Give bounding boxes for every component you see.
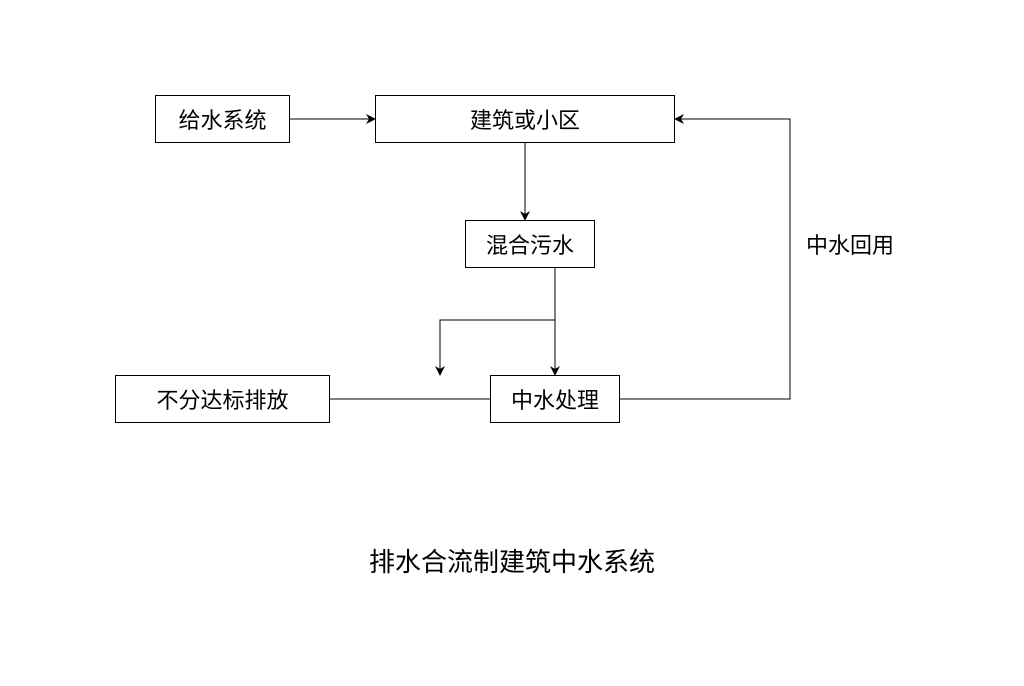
node-label: 建筑或小区: [470, 103, 580, 135]
edge-treat-building: [620, 119, 790, 399]
node-label: 不分达标排放: [156, 383, 288, 415]
node-supply: 给水系统: [155, 95, 290, 143]
edge-mixed-branch: [440, 320, 555, 375]
title-text: 排水合流制建筑中水系统: [369, 542, 655, 579]
diagram-title: 排水合流制建筑中水系统: [262, 545, 762, 575]
node-mixed: 混合污水: [465, 220, 595, 268]
node-treat: 中水处理: [490, 375, 620, 423]
node-discharge: 不分达标排放: [115, 375, 330, 423]
edge-label-reuse: 中水回用: [800, 232, 900, 256]
node-label: 中水处理: [511, 383, 599, 415]
node-building: 建筑或小区: [375, 95, 675, 143]
node-label: 给水系统: [178, 103, 266, 135]
node-label: 混合污水: [486, 228, 574, 260]
edge-label-text: 中水回用: [806, 228, 894, 260]
